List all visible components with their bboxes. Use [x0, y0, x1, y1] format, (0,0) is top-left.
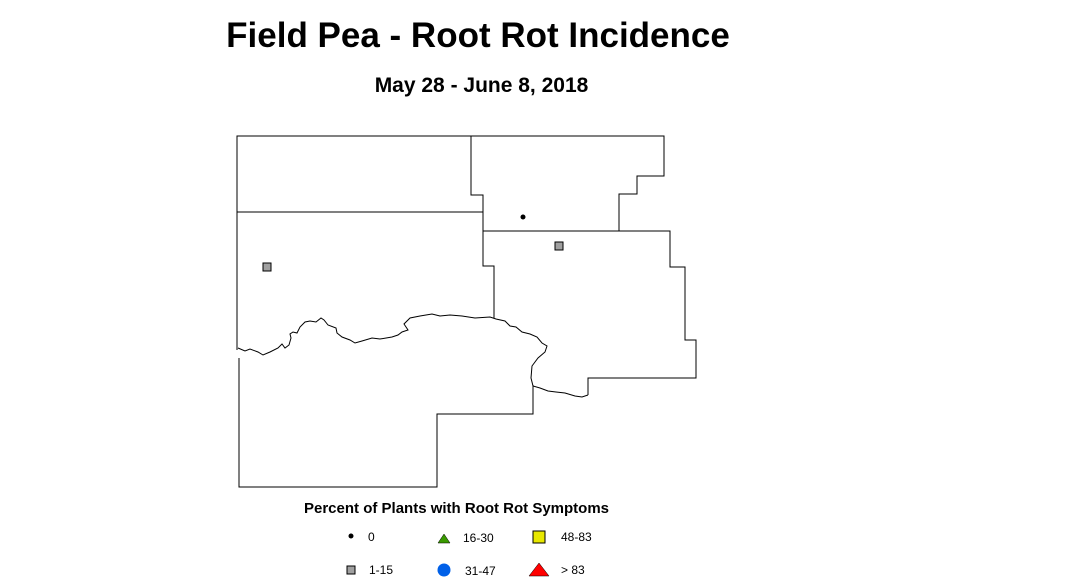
legend-label: 0	[368, 530, 375, 544]
legend-title: Percent of Plants with Root Rot Symptoms	[304, 500, 610, 517]
legend-label: 1-15	[369, 563, 394, 577]
county-bottom-left	[238, 358, 534, 488]
river-boundary	[237, 313, 589, 398]
county-top-left	[236, 135, 484, 213]
legend-yellow-square-icon	[532, 530, 546, 544]
legend-label: 48-83	[561, 530, 592, 544]
county-right	[483, 230, 697, 395]
legend-gray-square-icon	[346, 565, 356, 575]
legend-red-triangle-icon	[528, 562, 550, 577]
map-title: Field Pea - Root Rot Incidence	[226, 16, 730, 55]
legend-dot-icon	[348, 533, 354, 539]
legend-label: 31-47	[465, 564, 496, 578]
legend-label: 16-30	[463, 531, 494, 545]
legend-green-triangle-icon	[437, 533, 451, 544]
observation-point-1-15[interactable]	[262, 262, 272, 272]
observation-point-0[interactable]	[520, 214, 526, 220]
legend-label: > 83	[561, 563, 585, 577]
map-subtitle: May 28 - June 8, 2018	[374, 74, 589, 97]
county-top-right	[470, 135, 665, 232]
county-middle-left	[237, 211, 495, 318]
observation-point-1-15[interactable]	[554, 241, 564, 251]
legend-blue-circle-icon	[437, 563, 451, 577]
